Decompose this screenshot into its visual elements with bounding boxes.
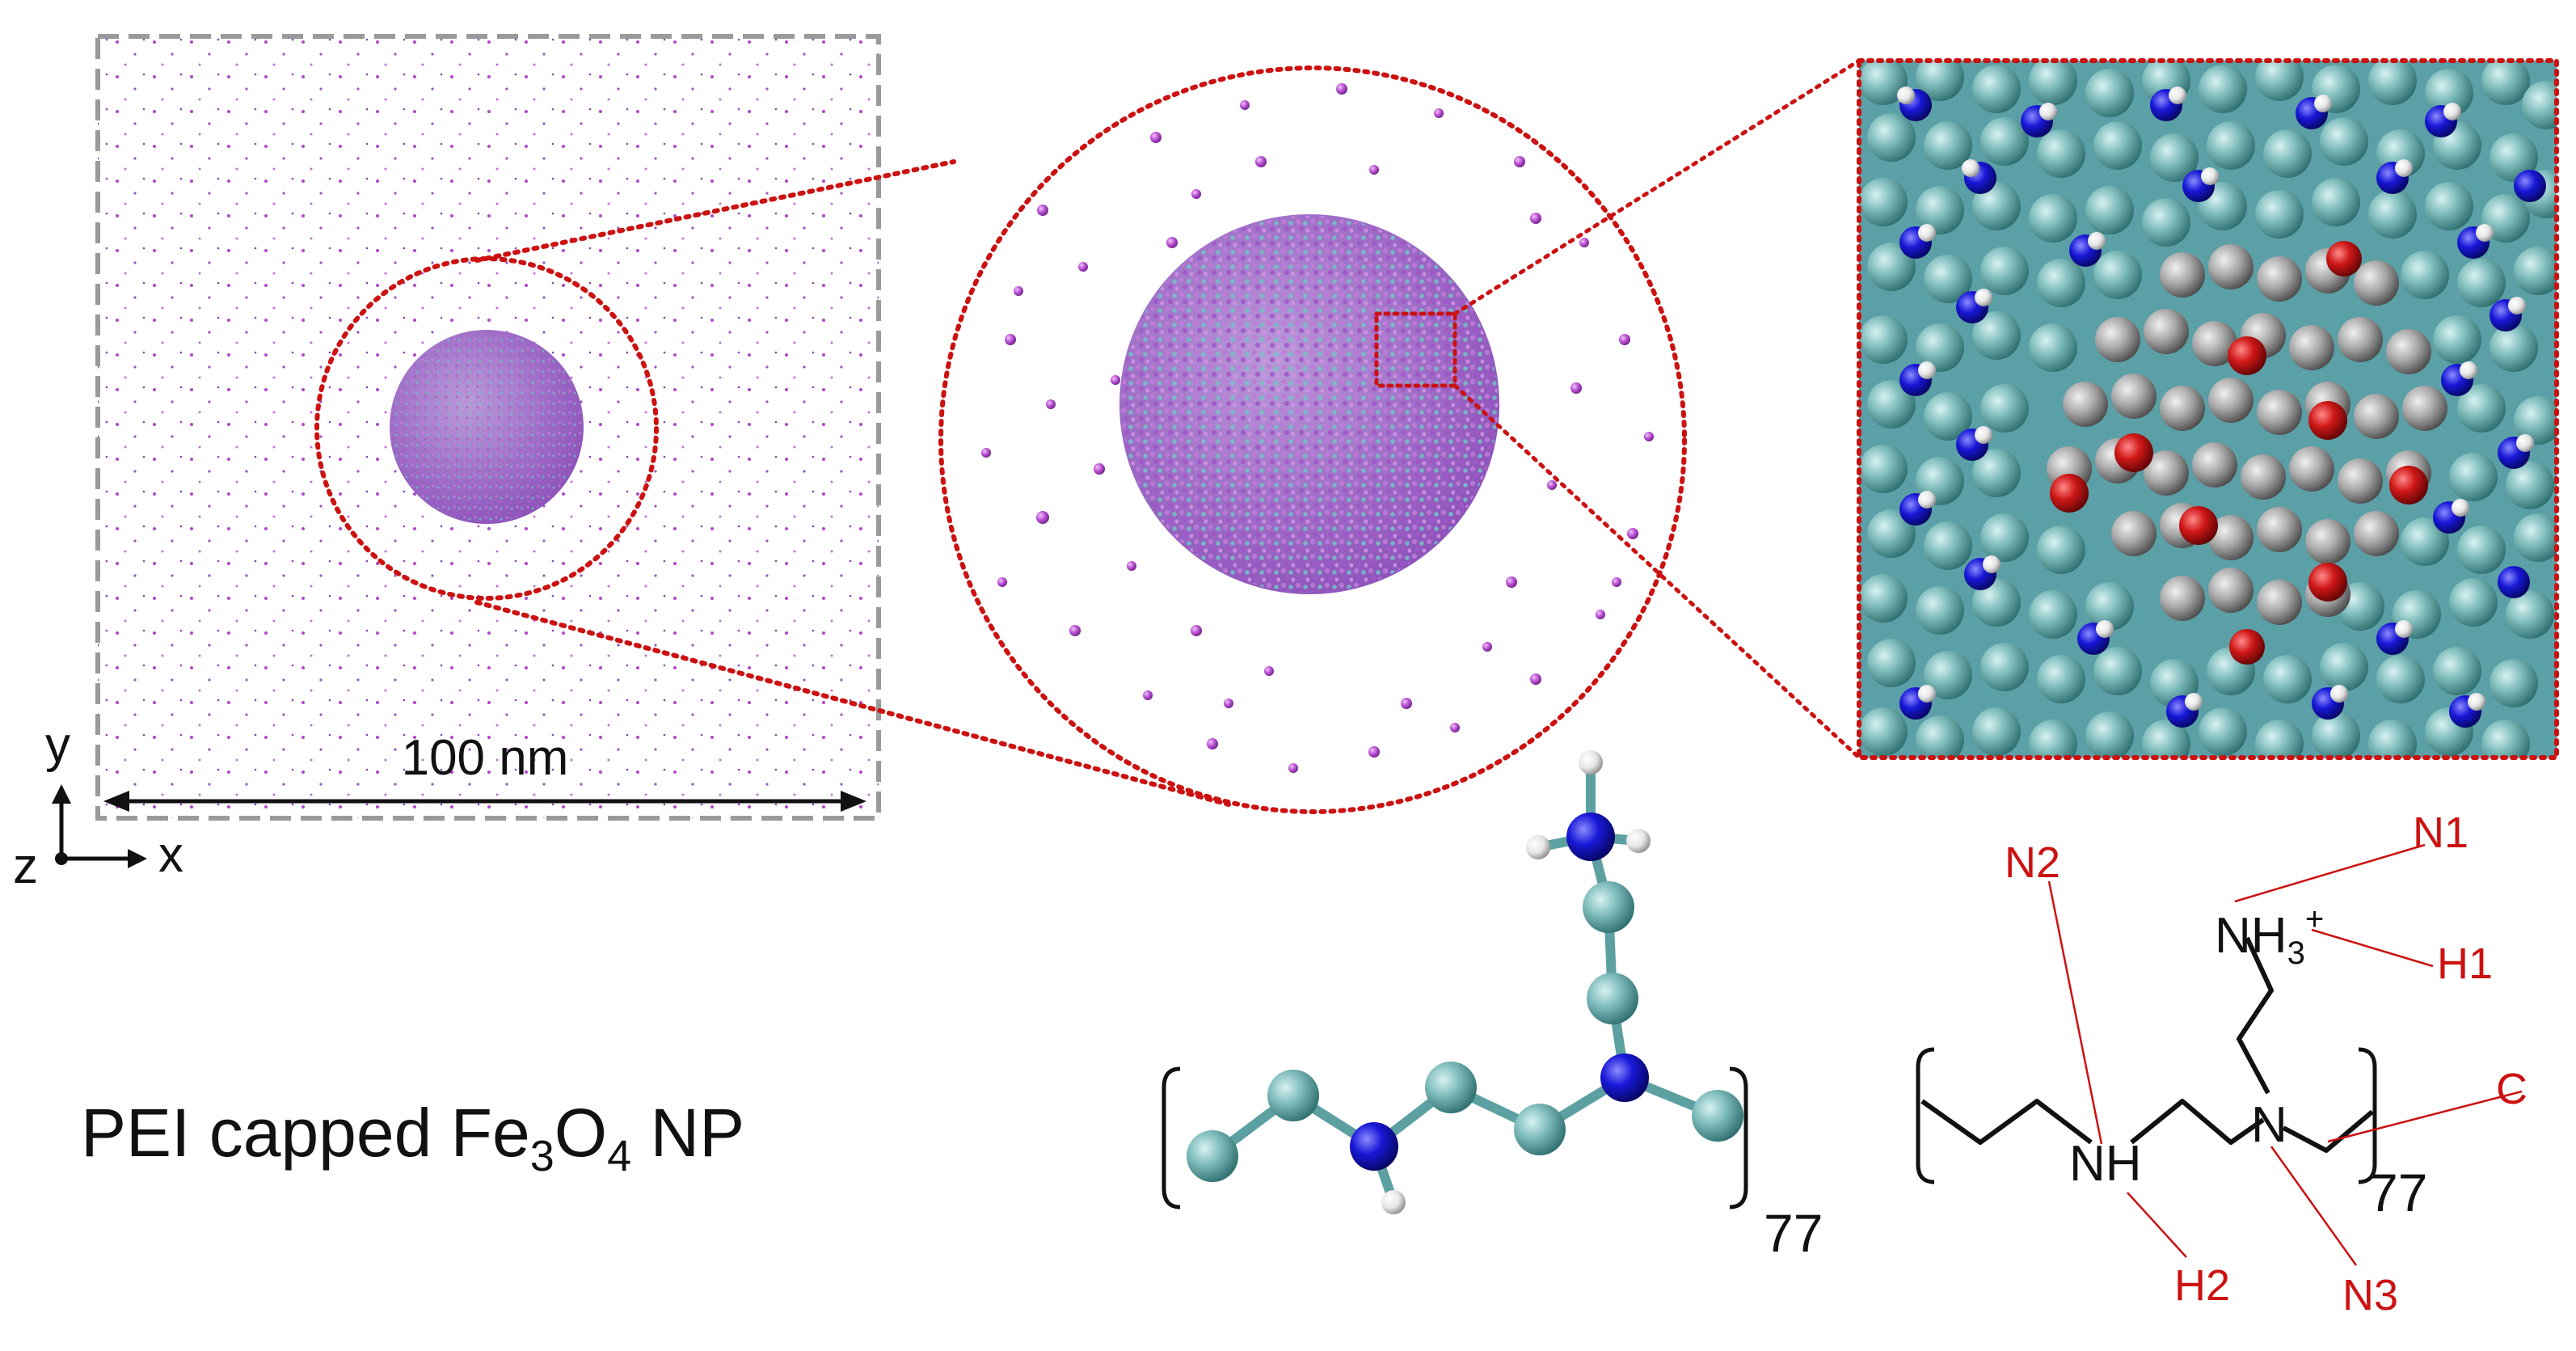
nitrogen-atom [1350, 1122, 1398, 1171]
x-axis-arrow [128, 849, 147, 868]
right-bracket-structure [2358, 1047, 2377, 1184]
left-bracket [1162, 1066, 1181, 1210]
y-axis-label: y [45, 717, 70, 773]
hydrogen-atom [1579, 750, 1603, 775]
nitrogen-atom [1600, 1053, 1649, 1102]
z-axis-dot [55, 852, 68, 865]
pei-hydrogen-atoms [1897, 87, 2534, 711]
atom-label-h1: H1 [2437, 939, 2493, 988]
zoom-box-large [1857, 58, 2559, 760]
left-bracket-structure [1916, 1047, 1935, 1184]
repeat-count-structure: 77 [2368, 1163, 2427, 1222]
backbone-bonds-2 [2130, 1099, 2265, 1145]
right-bracket [1729, 1066, 1748, 1210]
hydrogen-atom [1626, 829, 1651, 853]
zoom-connector-2 [1452, 58, 1861, 760]
backbone-bonds-3 [2282, 1109, 2374, 1153]
n-group: N [2251, 1097, 2287, 1153]
carbon-atom [1514, 1104, 1566, 1155]
zoom-connector-1 [474, 159, 1231, 807]
oxygen-atoms [2050, 241, 2428, 665]
figure-caption: PEI capped Fe3O4 NP [81, 1095, 744, 1180]
x-axis-label: x [158, 827, 183, 883]
atom-label-n1: N1 [2413, 808, 2468, 857]
repeat-count-ball-stick: 77 [1764, 1203, 1823, 1263]
carbon-atom [1187, 1130, 1238, 1182]
nh3-group: NH3+ [2215, 901, 2324, 971]
nitrogen-atom [1566, 813, 1615, 861]
scale-bar-left-arrow [103, 791, 129, 812]
z-axis-label: z [13, 838, 38, 894]
scale-bar-label: 100 nm [402, 730, 569, 786]
coordinate-axes: y z x [13, 717, 183, 894]
simulation-box-panel: 100 nm [95, 34, 881, 821]
bonds [1208, 758, 1722, 1207]
carbon-atom [1692, 1090, 1743, 1142]
hydrogen-atom [1381, 1190, 1406, 1214]
free-ions [981, 83, 1654, 773]
carbon-atom [1583, 881, 1634, 933]
atomistic-closeup-panel [1857, 58, 2559, 760]
carbon-atom [1267, 1070, 1319, 1121]
side-chain-bonds [2237, 936, 2274, 1095]
backbone-bonds [1920, 1099, 2093, 1145]
atom-label-n2: N2 [2005, 838, 2060, 887]
carbon-atom [1587, 973, 1638, 1024]
atom-label-c: C [2496, 1065, 2528, 1113]
chemical-structure: NH3+ NH N 77 N1 H1 N2 C H2 N3 [1916, 808, 2528, 1319]
nanoparticle-large-texture [1121, 216, 1498, 593]
y-axis-arrow [52, 784, 71, 804]
nh-group: NH [2069, 1136, 2142, 1192]
zoom-box-small [1374, 311, 1457, 388]
ball-and-stick-model: 77 [1162, 750, 1823, 1263]
carbon-atom [1425, 1062, 1477, 1113]
nanoparticle-small-texture [391, 331, 582, 522]
nanoparticle-zoom-panel [938, 65, 1687, 814]
pei-nitrogen-atoms [1899, 89, 2546, 728]
atom-label-n3: N3 [2342, 1271, 2398, 1319]
scale-bar-right-arrow [841, 791, 866, 812]
label-leader-lines [2047, 843, 2523, 1266]
hydrogen-atom [1526, 835, 1550, 859]
atom-label-h2: H2 [2174, 1261, 2230, 1310]
